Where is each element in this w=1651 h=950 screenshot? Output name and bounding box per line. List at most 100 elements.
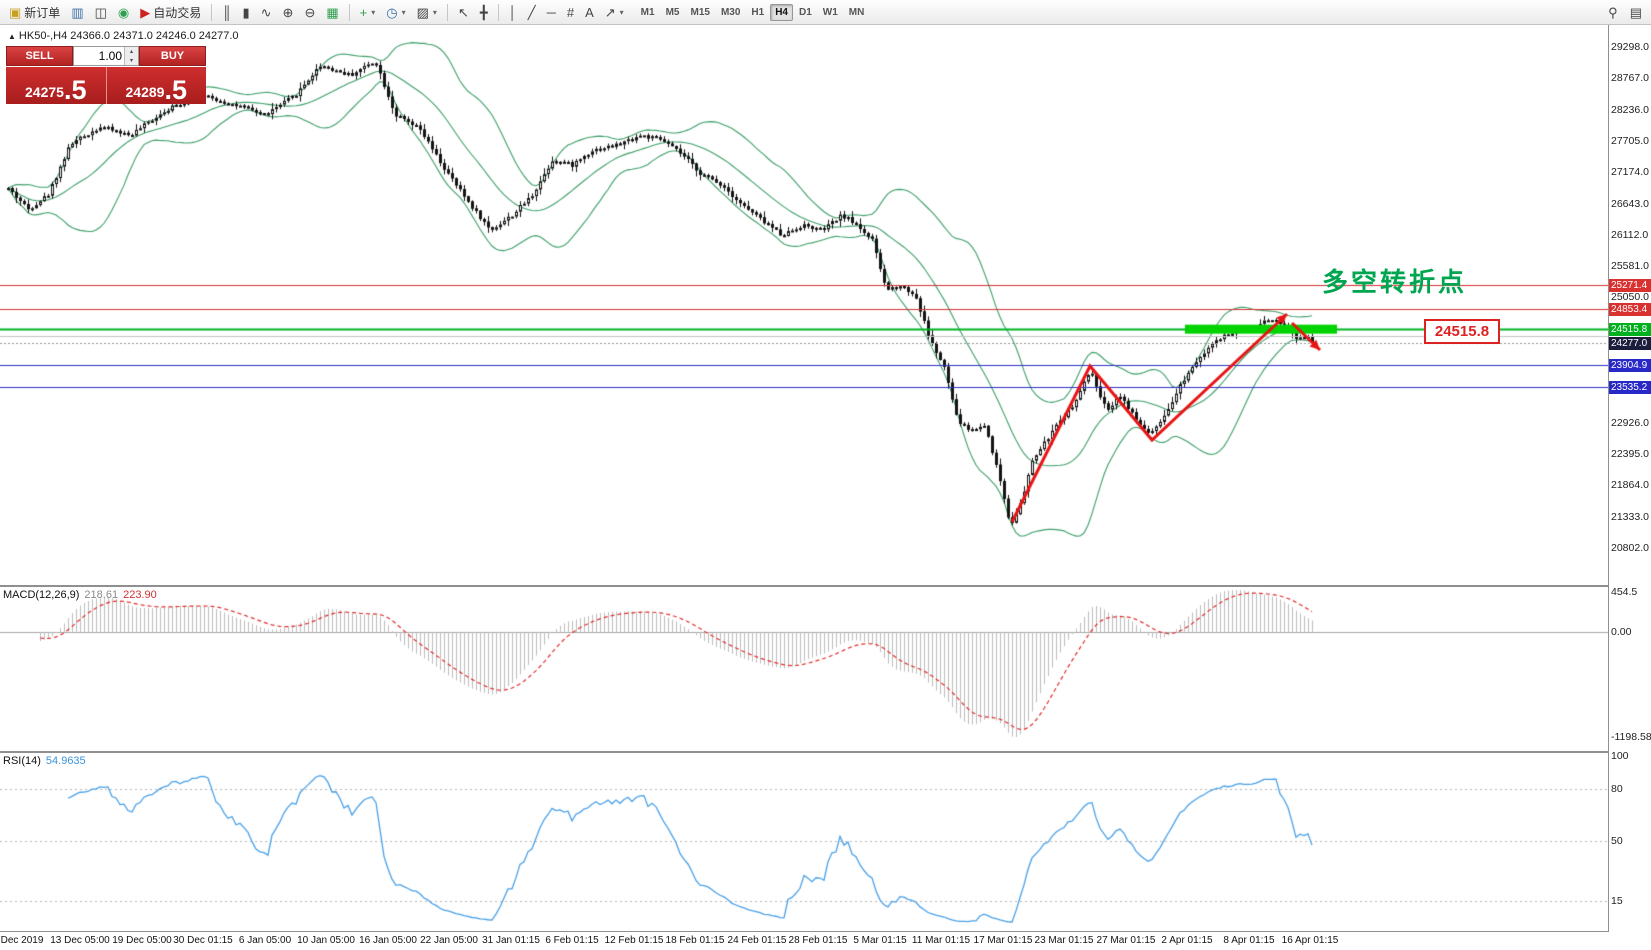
new-order-button[interactable]: ▣ 新订单 (4, 1, 65, 24)
price-axis-label: 26112.0 (1611, 229, 1649, 241)
time-axis-label: 11 Mar 01:15 (911, 935, 971, 946)
volume-box: ▴ ▾ (73, 46, 139, 66)
arrow-tool-button[interactable]: ↗ ▾ (600, 3, 629, 22)
window-list-button[interactable]: ▤ (1625, 3, 1647, 22)
price-axis-label: 27174.0 (1611, 166, 1649, 178)
price-axis-label: 22926.0 (1611, 417, 1649, 429)
timeframe-m5[interactable]: M5 (665, 6, 680, 18)
horizontal-line-button[interactable]: ─ (542, 3, 561, 22)
timeframe-m30[interactable]: M30 (720, 6, 741, 18)
time-axis-label: 22 Jan 05:00 (420, 935, 478, 946)
candlestick-icon: ▮ (242, 4, 250, 20)
autotrading-label: 自动交易 (153, 5, 202, 20)
price-axis-divider (1608, 25, 1609, 932)
toolbar-separator (446, 3, 448, 21)
time-axis-label: 28 Feb 01:15 (788, 935, 848, 946)
charts-window-icon: ▥ (71, 4, 84, 20)
panel-splitter-macd[interactable] (0, 585, 1608, 587)
price-axis-label: 27705.0 (1611, 135, 1649, 147)
rsi-value: 54.9635 (45, 755, 86, 767)
timeframe-h1[interactable]: H1 (751, 6, 765, 18)
timeframe-w1[interactable]: W1 (822, 6, 838, 18)
periods-button[interactable]: ◷ ▾ (381, 3, 410, 22)
rsi-panel[interactable] (0, 753, 1608, 931)
time-axis-label: 2 Apr 01:15 (1161, 935, 1213, 946)
price-axis[interactable]: 29298.0 28767.0 28236.0 27705.0 27174.0 26643… (1609, 25, 1651, 932)
tile-windows-button[interactable]: ▦ (321, 3, 343, 22)
timeframe-group: M1 M5 M15 M30 H1 H4 D1 W1 MN (636, 3, 870, 21)
text-tool-button[interactable]: A (580, 3, 599, 22)
one-click-collapse-icon[interactable]: ▲ (8, 32, 16, 41)
macd-panel[interactable] (0, 587, 1608, 751)
time-axis-label: 8 Apr 01:15 (1223, 935, 1275, 946)
price-axis-label: 20802.0 (1611, 542, 1649, 554)
panel-splitter-rsi[interactable] (0, 751, 1608, 753)
price-marker-25271.4: 25271.4 (1609, 279, 1651, 292)
toolbar-right-group: ⚲ ▤ (1603, 3, 1647, 22)
one-click-trading-panel: SELL ▴ ▾ BUY 24275 .5 24289 .5 (6, 46, 206, 104)
toolbar: ▣ 新订单 ▥ ◫ ◉ ▶ 自动交易 ║ ▮ ∿ ⊕ ⊖ (0, 0, 1651, 25)
main-price-chart[interactable] (0, 25, 1608, 585)
price-axis-label: 21864.0 (1611, 479, 1649, 491)
mql5-community-button[interactable]: ◉ (113, 3, 134, 22)
time-axis-label: 18 Feb 01:15 (665, 935, 725, 946)
time-axis[interactable]: Dec 2019 13 Dec 05:00 19 Dec 05:00 30 Dec 0… (0, 932, 1608, 950)
chart-bars-button[interactable]: ║ (217, 3, 236, 22)
zoom-in-button[interactable]: ⊕ (278, 3, 299, 22)
price-marker-24277.0: 24277.0 (1609, 337, 1651, 350)
chevron-down-icon: ▾ (371, 7, 376, 17)
chart-candles-button[interactable]: ▮ (237, 3, 254, 22)
price-callout-box[interactable]: 24515.8 (1424, 319, 1500, 344)
new-order-icon: ▣ (9, 4, 22, 20)
tile-windows-icon: ▦ (326, 4, 339, 20)
price-marker-23904.9: 23904.9 (1609, 359, 1651, 372)
channel-button[interactable]: # (562, 3, 579, 22)
time-axis-label: 13 Dec 05:00 (50, 935, 110, 946)
volume-down-icon[interactable]: ▾ (125, 56, 138, 65)
time-axis-label: 31 Jan 01:15 (482, 935, 540, 946)
chart-line-button[interactable]: ∿ (256, 3, 277, 22)
volume-up-icon[interactable]: ▴ (125, 47, 138, 56)
crosshair-button[interactable]: ╋ (475, 3, 493, 22)
chart-annotation-text[interactable]: 多空转折点 (1322, 267, 1468, 297)
price-axis-label: 26643.0 (1611, 198, 1649, 210)
indicator-axis-label: 15 (1611, 895, 1623, 907)
search-icon: ⚲ (1608, 4, 1618, 20)
buy-button[interactable]: BUY (139, 46, 206, 66)
time-axis-label: Dec 2019 (0, 935, 44, 946)
indicators-button[interactable]: + ▾ (355, 3, 381, 22)
timeframe-m1[interactable]: M1 (640, 6, 655, 18)
trendline-button[interactable]: ╱ (523, 3, 541, 22)
timeframe-m15[interactable]: M15 (690, 6, 710, 18)
chart-symbol-period: HK50-,H4 (18, 30, 68, 42)
toolbar-separator (497, 3, 499, 21)
price-axis-label: 25050.0 (1611, 291, 1649, 303)
market-watch-button[interactable]: ◫ (90, 3, 112, 22)
timeframe-mn[interactable]: MN (848, 6, 865, 18)
cursor-button[interactable]: ↖ (453, 3, 474, 22)
timeframe-d1[interactable]: D1 (798, 6, 812, 18)
window-list-icon: ▤ (1629, 4, 1642, 20)
time-axis-label: 5 Mar 01:15 (853, 935, 907, 946)
sell-button[interactable]: SELL (6, 46, 73, 66)
macd-value-1: 218.61 (84, 589, 119, 601)
timeframe-h4[interactable]: H4 (770, 3, 793, 21)
autotrading-button[interactable]: ▶ 自动交易 (135, 1, 206, 24)
time-axis-label: 24 Feb 01:15 (727, 935, 787, 946)
template-icon: ▨ (416, 4, 429, 20)
price-axis-label: 21333.0 (1611, 511, 1649, 523)
vertical-line-button[interactable]: │ (504, 3, 522, 22)
autotrading-play-icon: ▶ (140, 4, 151, 20)
zoom-in-icon: ⊕ (282, 4, 294, 20)
buy-price-display[interactable]: 24289 .5 (106, 67, 206, 104)
charts-window-button[interactable]: ▥ (66, 3, 88, 22)
indicator-axis-label: 454.5 (1611, 586, 1638, 598)
channel-icon: # (566, 4, 575, 20)
arrow-tool-icon: ↗ (604, 4, 616, 20)
search-button[interactable]: ⚲ (1603, 3, 1623, 22)
zoom-out-button[interactable]: ⊖ (299, 3, 320, 22)
volume-input[interactable] (74, 47, 124, 65)
templates-button[interactable]: ▨ ▾ (412, 3, 442, 22)
sell-price-display[interactable]: 24275 .5 (6, 67, 107, 104)
mql5-community-icon: ◉ (117, 4, 130, 20)
